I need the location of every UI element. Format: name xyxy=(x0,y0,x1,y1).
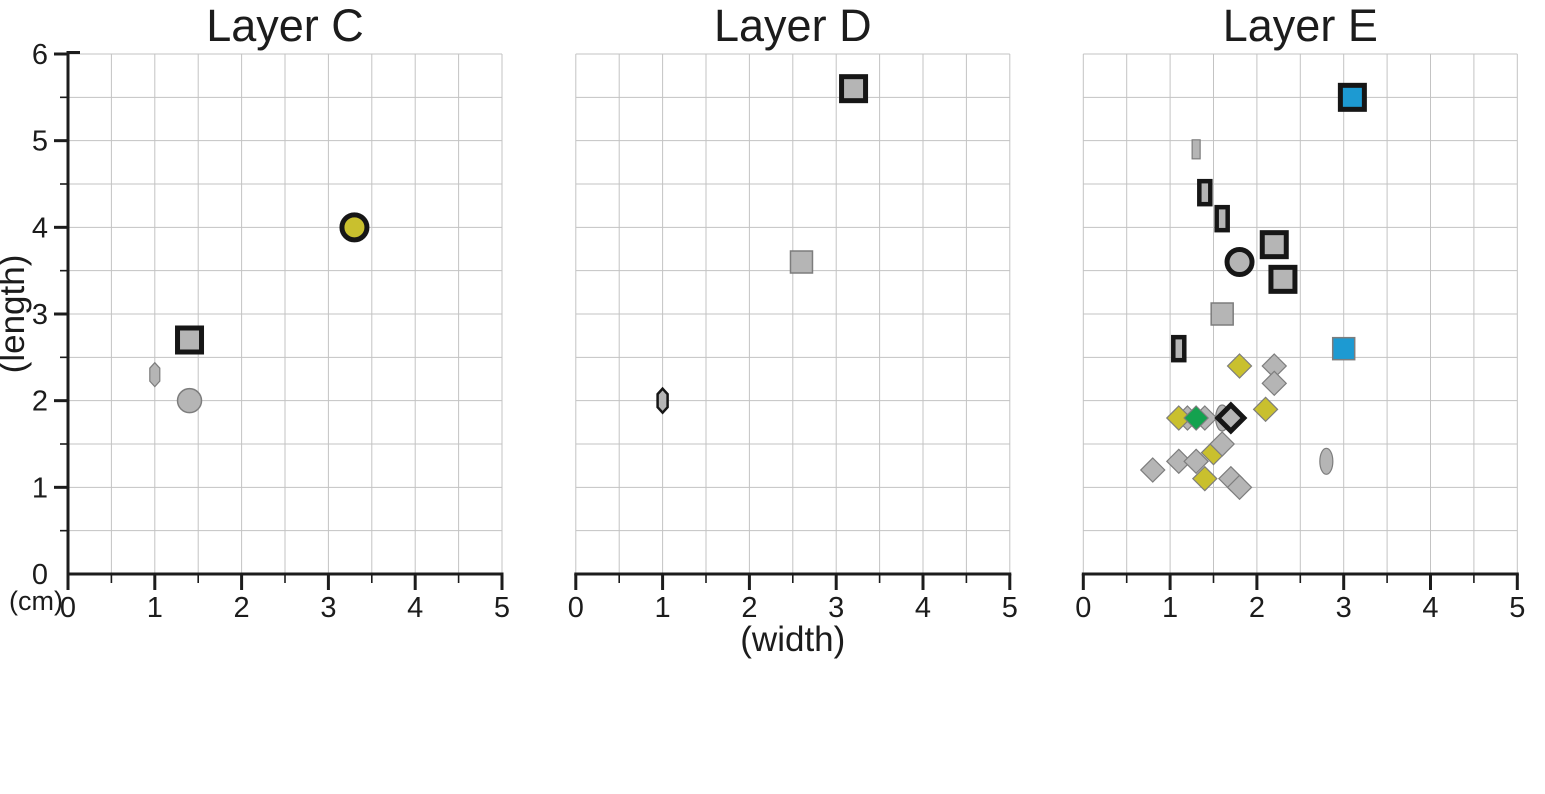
svg-text:1: 1 xyxy=(32,472,48,504)
plot-title: Layer C xyxy=(206,0,364,51)
x-axis xyxy=(66,572,504,590)
point-flakelet xyxy=(1226,353,1253,379)
svg-text:3: 3 xyxy=(32,299,48,331)
x-tick-labels: 0 1 2 3 4 5 xyxy=(568,592,1018,624)
y-tick-labels: 0 1 2 3 4 5 6 xyxy=(32,39,48,591)
gridlines xyxy=(67,53,503,575)
point-flake xyxy=(1337,82,1367,112)
point-flakelet xyxy=(1209,431,1236,457)
svg-text:1: 1 xyxy=(655,592,671,624)
y-axis-label: (length) xyxy=(0,255,32,374)
data-points xyxy=(1139,82,1367,501)
svg-text:2: 2 xyxy=(234,592,250,624)
svg-text:6: 6 xyxy=(32,39,48,71)
point-flakelet xyxy=(1183,405,1209,431)
point-bladelet xyxy=(656,386,669,415)
point-flakelet xyxy=(1261,370,1288,397)
svg-text:4: 4 xyxy=(915,592,931,624)
point-blade xyxy=(1191,139,1201,160)
point-flake xyxy=(1268,264,1298,294)
point-core xyxy=(176,387,203,414)
point-flake xyxy=(175,325,205,355)
point-flake xyxy=(1259,230,1289,260)
scatter-plots: 0 1 2 3 4 5 0 1 2 3 4 5 6 Layer C 0 1 2 3 4 5 Layer D 0 1 2 3 4 5 L… xyxy=(0,0,1525,659)
svg-text:3: 3 xyxy=(320,592,336,624)
point-flake xyxy=(789,250,814,274)
x-tick-labels: 0 1 2 3 4 5 xyxy=(1075,592,1525,624)
x-axis-label: (width) xyxy=(740,620,845,659)
x-tick-labels: 0 1 2 3 4 5 xyxy=(60,592,510,624)
data-points xyxy=(149,212,370,414)
point-core xyxy=(339,212,370,243)
x-axis xyxy=(1081,572,1519,590)
svg-text:3: 3 xyxy=(1336,592,1352,624)
x-axis xyxy=(574,572,1012,590)
svg-text:3: 3 xyxy=(828,592,844,624)
plot-title: Layer D xyxy=(714,0,872,51)
point-flakelet xyxy=(1165,405,1192,431)
svg-text:1: 1 xyxy=(1162,592,1178,624)
point-blade xyxy=(1171,334,1187,363)
point-flakelet xyxy=(1165,448,1192,475)
svg-text:5: 5 xyxy=(1509,592,1525,624)
point-flakelet xyxy=(1226,474,1253,501)
point-flake xyxy=(839,74,869,104)
svg-text:0: 0 xyxy=(60,592,76,624)
point-flakelet xyxy=(1183,448,1209,475)
svg-text:4: 4 xyxy=(407,592,423,624)
point-flakelet xyxy=(1214,401,1248,435)
point-core xyxy=(1224,247,1255,277)
point-flakelet xyxy=(1252,396,1279,423)
point-flakelet xyxy=(1191,465,1218,492)
point-flake xyxy=(1210,302,1234,326)
svg-text:5: 5 xyxy=(494,592,510,624)
svg-text:0: 0 xyxy=(568,592,584,624)
svg-text:0: 0 xyxy=(32,559,48,591)
y-axis xyxy=(54,51,80,574)
unit-label: (cm) xyxy=(9,586,63,616)
point-flake xyxy=(1331,336,1356,361)
data-points xyxy=(656,74,869,415)
point-flakelet xyxy=(1139,457,1166,483)
gridlines xyxy=(1082,53,1518,575)
plot-title: Layer E xyxy=(1223,0,1378,51)
svg-text:4: 4 xyxy=(1422,592,1438,624)
svg-text:5: 5 xyxy=(32,126,48,158)
svg-text:5: 5 xyxy=(1002,592,1018,624)
point-cortical_flake xyxy=(1319,447,1334,475)
svg-text:2: 2 xyxy=(32,386,48,418)
legend: Core Blade Bladelet Retouched tool Jaspe… xyxy=(0,660,1545,794)
svg-text:0: 0 xyxy=(1075,592,1091,624)
svg-text:4: 4 xyxy=(32,212,48,244)
point-blade xyxy=(1214,204,1230,233)
svg-text:2: 2 xyxy=(741,592,757,624)
point-bladelet xyxy=(149,361,161,388)
point-blade xyxy=(1197,178,1213,207)
svg-text:2: 2 xyxy=(1249,592,1265,624)
gridlines xyxy=(575,53,1011,575)
svg-text:1: 1 xyxy=(147,592,163,624)
